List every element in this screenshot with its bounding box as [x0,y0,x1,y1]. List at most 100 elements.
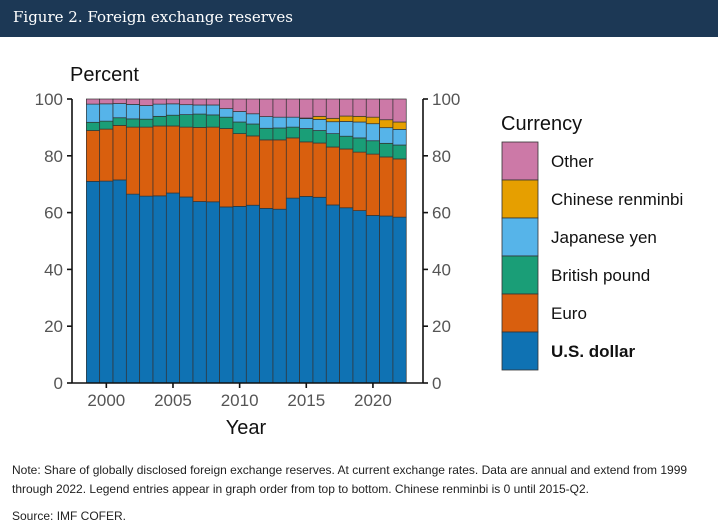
bar-segment-chinese-renminbi-2021 [379,119,394,129]
legend-label-u-s-dollar: U.S. dollar [551,342,635,361]
bar-segment-u-s-dollar-2017 [325,204,340,384]
left-y-tick-label: 0 [54,374,63,393]
left-y-tick-label: 60 [44,204,63,223]
bar-segment-euro-2021 [379,156,394,217]
bar-segment-other-2018 [339,98,354,117]
bar-segment-japanese-yen-2008 [205,104,220,116]
bar-segment-other-2020 [365,98,380,118]
bar-segment-euro-2002 [125,126,140,195]
bar-segment-british-pound-2004 [152,115,167,127]
bar-segment-euro-2017 [325,146,340,206]
bar-segment-u-s-dollar-2021 [379,215,394,384]
bar-segment-other-2000 [99,98,114,105]
bar-segment-chinese-renminbi-2017 [325,117,340,123]
x-tick-label: 2020 [354,391,392,410]
bar-segment-british-pound-2008 [205,114,220,128]
bar-segment-british-pound-2016 [312,130,327,144]
x-axis-title: Year [226,417,267,439]
bar-segment-british-pound-2011 [245,123,260,137]
legend-swatch-british-pound [501,255,539,295]
bar-segment-chinese-renminbi-2018 [339,115,354,122]
bar-segment-british-pound-2000 [99,120,114,130]
bar-segment-euro-2008 [205,126,220,203]
bar-segment-british-pound-2019 [352,137,367,153]
bar-segment-japanese-yen-2003 [139,105,154,120]
legend-label-british-pound: British pound [551,266,650,285]
x-tick-label: 2000 [87,391,125,410]
left-y-tick-label: 100 [35,90,63,109]
bar-segment-euro-2016 [312,142,327,198]
bar-segment-japanese-yen-2017 [325,121,340,134]
figure-header: Figure 2. Foreign exchange reserves [0,0,718,37]
bar-segment-u-s-dollar-2013 [272,208,287,384]
bar-segment-euro-2012 [259,139,274,209]
bar-segment-euro-2019 [352,151,367,211]
legend: Other Chinese renminbi Japanese yen British… [501,141,683,371]
bar-segment-u-s-dollar-2007 [192,201,207,384]
legend-label-euro: Euro [551,304,587,323]
bar-segment-euro-2020 [365,153,380,216]
bar-segment-japanese-yen-2013 [272,116,287,129]
bar-segment-euro-2004 [152,125,167,197]
bar-segment-u-s-dollar-2018 [339,207,354,384]
bar-segment-u-s-dollar-2003 [139,195,154,384]
bar-segment-euro-1999 [85,130,100,182]
bar-segment-japanese-yen-2012 [259,116,274,129]
bar-segment-british-pound-2003 [139,118,154,128]
bar-segment-chinese-renminbi-2016 [312,115,327,120]
legend-title: Currency [501,113,582,135]
right-y-tick-label: 80 [432,147,451,166]
bar-segment-japanese-yen-2001 [112,103,127,119]
x-tick-label: 2015 [287,391,325,410]
legend-swatch-chinese-renminbi [501,179,539,219]
bar-segment-british-pound-2013 [272,127,287,141]
bar-segment-japanese-yen-2000 [99,103,114,122]
chart-source: Source: IMF COFER. [12,509,127,523]
bar-segment-japanese-yen-2015 [299,118,314,129]
bar-segment-british-pound-2005 [165,114,180,127]
bar-segment-japanese-yen-2006 [179,104,194,115]
legend-swatch-u-s-dollar [501,331,539,371]
bar-segment-u-s-dollar-2005 [165,192,180,384]
bar-segment-chinese-renminbi-2019 [352,115,367,123]
bar-segment-u-s-dollar-2006 [179,196,194,384]
bar-segment-british-pound-2018 [339,135,354,150]
bar-segment-other-2009 [219,98,234,110]
bar-segment-british-pound-2014 [285,126,300,139]
bar-segment-u-s-dollar-2001 [112,179,127,384]
legend-label-chinese-renminbi: Chinese renminbi [551,190,683,209]
bar-segment-euro-2003 [139,126,154,197]
bar-segment-other-2022 [392,98,407,123]
bar-segment-british-pound-2010 [232,121,247,134]
x-tick-label: 2010 [221,391,259,410]
y-axis-title: Percent [70,64,139,86]
bar-segment-euro-2011 [245,135,260,206]
bar-segment-other-2011 [245,98,260,115]
right-y-tick-label: 20 [432,317,451,336]
bar-segment-japanese-yen-2018 [339,121,354,137]
bar-segment-euro-2005 [165,125,180,194]
bar-segment-japanese-yen-2005 [165,103,180,116]
bar-segment-japanese-yen-2004 [152,103,167,117]
bar-segment-euro-2000 [99,128,114,182]
bar-segment-other-2007 [192,98,207,106]
x-tick-label: 2005 [154,391,192,410]
bar-segment-other-2019 [352,98,367,117]
bar-segment-other-2017 [325,98,340,119]
bar-segment-other-2002 [125,98,140,105]
bar-segment-euro-2009 [219,128,234,208]
left-y-tick-label: 40 [44,260,63,279]
bar-segment-british-pound-2006 [179,114,194,128]
bar-segment-euro-2022 [392,158,407,218]
bar-segment-euro-2010 [232,133,247,207]
bar-segment-japanese-yen-2009 [219,108,234,118]
bar-segment-chinese-renminbi-2022 [392,121,407,130]
bar-segment-british-pound-2021 [379,142,394,158]
bar-segment-other-2008 [205,98,220,106]
chart-note: Note: Share of globally disclosed foreig… [12,463,688,496]
bar-segment-other-2004 [152,98,167,105]
bar-segment-u-s-dollar-2020 [365,215,380,384]
bar-segment-other-2013 [272,98,287,118]
right-y-tick-label: 40 [432,260,451,279]
